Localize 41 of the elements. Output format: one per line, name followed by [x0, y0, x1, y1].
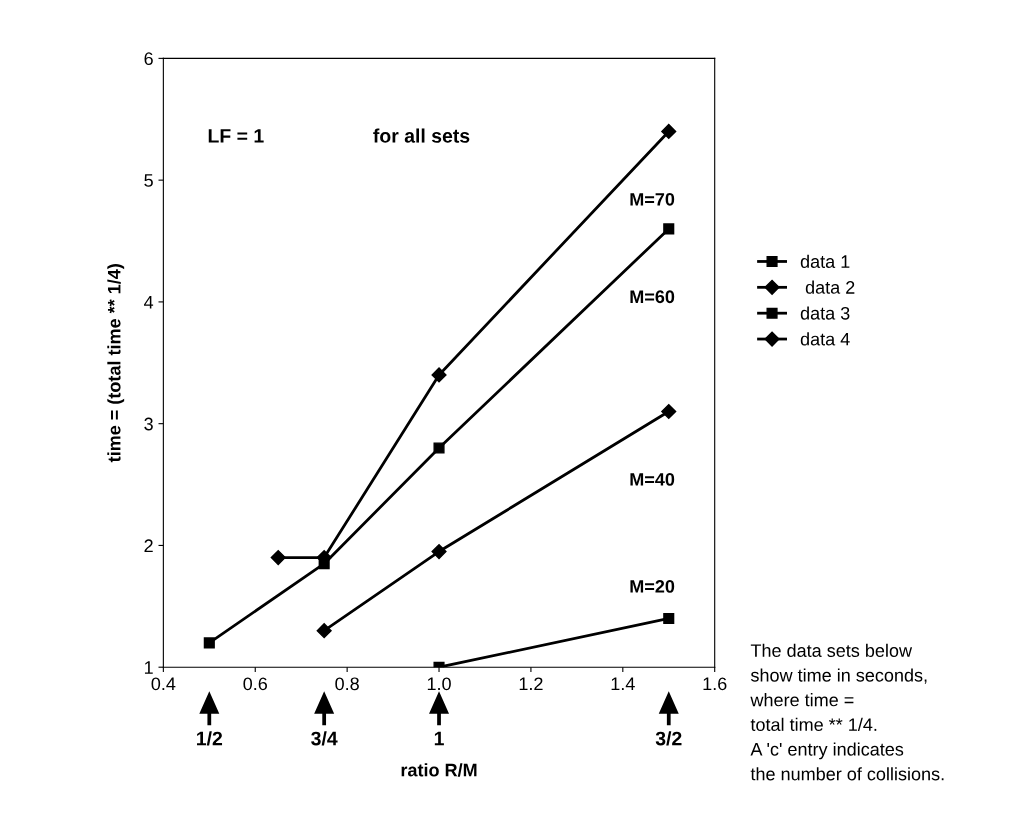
- annotation: M=60: [630, 290, 675, 304]
- y-axis-title: time = (total time ** 1/4): [107, 264, 125, 463]
- x-tick-label: 1.6: [703, 677, 727, 691]
- x-tick-label: 1.0: [427, 677, 451, 691]
- annotation: for all sets: [373, 128, 470, 143]
- x-tick-label: 0.4: [151, 677, 176, 691]
- x-axis-title: ratio R/M: [401, 763, 477, 777]
- y-tick-label: 1: [144, 661, 153, 674]
- point: [270, 550, 286, 566]
- text: 1/2: [197, 731, 223, 746]
- point: [318, 558, 330, 570]
- x-tick-label: 0.6: [243, 677, 268, 691]
- y-tick-label: 5: [144, 174, 153, 187]
- legend-label: data 1: [800, 254, 850, 268]
- legend-label: data 4: [800, 332, 850, 346]
- text: 1: [434, 731, 444, 746]
- y-tick-label: 6: [144, 52, 153, 66]
- y-tick-label: 3: [144, 417, 153, 431]
- text: 3/2: [655, 731, 682, 746]
- y-tick-label: 4: [144, 296, 154, 309]
- point: [663, 612, 675, 625]
- legend-label: data 2: [805, 280, 855, 294]
- x-tick-label: 0.8: [335, 677, 359, 691]
- annotation: M=70: [630, 192, 675, 206]
- point: [316, 623, 332, 639]
- y-tick-label: 2: [144, 539, 153, 552]
- annotation: LF = 1: [208, 129, 264, 143]
- x-tick-label: 1.4: [611, 677, 635, 691]
- legend-label: data 3: [800, 306, 850, 320]
- x-tick-label: 1.2: [519, 677, 543, 691]
- annotation: M=40: [630, 473, 675, 486]
- text: 3/4: [311, 731, 338, 746]
- point: [433, 442, 445, 454]
- text: The data sets below show time in seconds, where time = total time ** 1/4. A 'c' entry indicates the number of collisions.: [750, 643, 944, 781]
- annotation: M=20: [630, 580, 675, 593]
- point: [663, 223, 675, 235]
- point: [431, 543, 447, 560]
- point: [203, 637, 215, 649]
- point: [431, 367, 447, 383]
- point: [661, 403, 677, 420]
- point: [661, 123, 677, 140]
